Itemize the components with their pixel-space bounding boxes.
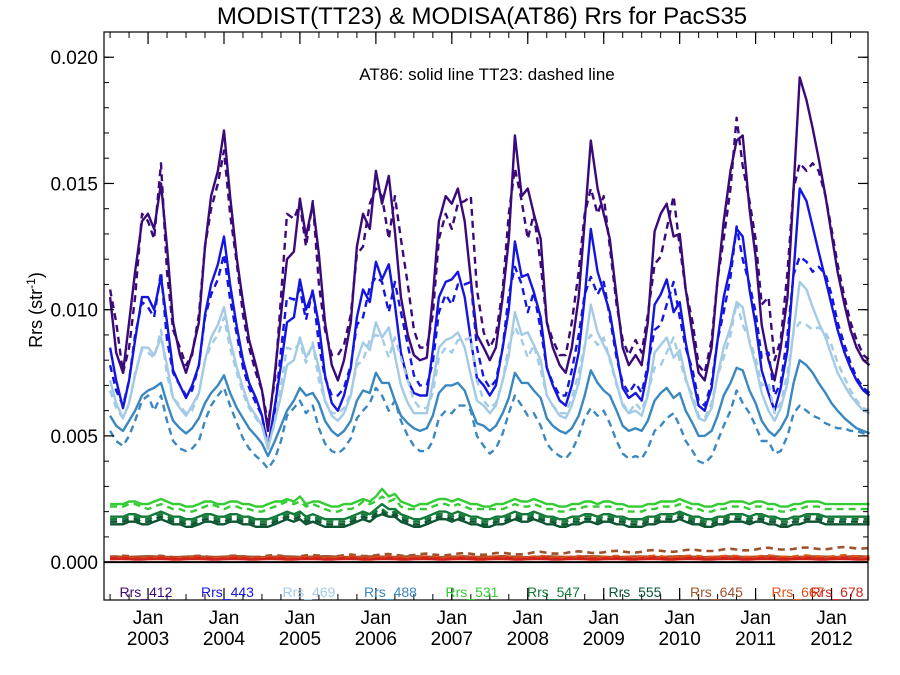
rrs_469-dashed-line bbox=[108, 300, 870, 448]
rrs_547-dashed-line bbox=[110, 507, 870, 523]
y-axis-label: Rrs (str-1) bbox=[24, 272, 46, 348]
rrs_531-dashed-line bbox=[110, 495, 870, 513]
rrs_645-dashed-line bbox=[109, 545, 870, 559]
chart-annotation: AT86: solid line TT23: dashed line bbox=[359, 65, 614, 84]
chart-title: MODIST(TT23) & MODISA(AT86) Rrs for PacS… bbox=[217, 3, 747, 30]
rrs_443-dashed-line bbox=[108, 225, 871, 448]
rrs_547-solid-line bbox=[110, 502, 870, 521]
rrs_443-solid-line bbox=[108, 187, 871, 450]
x-tick-year-label: 2007 bbox=[431, 629, 473, 650]
plot-series bbox=[108, 76, 871, 561]
rrs_412-dashed-line bbox=[108, 116, 871, 425]
rrs_488-dashed-line bbox=[109, 386, 870, 470]
rrs_531-solid-line bbox=[110, 487, 870, 508]
legend-rrs_531: Rrs_531 bbox=[446, 584, 499, 600]
y-tick-label: 0.015 bbox=[50, 174, 98, 195]
x-tick-month-label: Jan bbox=[133, 608, 164, 629]
legend-rrs_678: Rrs_678 bbox=[811, 584, 864, 600]
legend-rrs_469: Rrs_469 bbox=[283, 584, 336, 600]
x-tick-month-label: Jan bbox=[588, 608, 619, 629]
x-tick-year-label: 2008 bbox=[507, 629, 549, 650]
x-tick-year-label: 2004 bbox=[203, 629, 246, 650]
legend-rrs_412: Rrs_412 bbox=[120, 584, 173, 600]
x-tick-year-label: 2011 bbox=[735, 629, 776, 650]
x-tick-month-label: Jan bbox=[664, 608, 695, 629]
x-tick-year-label: 2012 bbox=[810, 629, 852, 650]
y-tick-label: 0.010 bbox=[50, 301, 98, 322]
x-tick-month-label: Jan bbox=[816, 608, 847, 629]
x-tick-month-label: Jan bbox=[512, 608, 543, 629]
legend-rrs_645: Rrs_645 bbox=[690, 584, 743, 600]
x-tick-year-label: 2006 bbox=[355, 629, 397, 650]
legend-rrs_488: Rrs_488 bbox=[364, 584, 417, 600]
x-tick-year-label: 2010 bbox=[659, 629, 701, 650]
x-tick-month-label: Jan bbox=[209, 608, 240, 629]
legend-rrs_555: Rrs_555 bbox=[609, 584, 662, 600]
y-tick-label: 0.020 bbox=[50, 48, 98, 69]
rrs_469-solid-line bbox=[108, 280, 870, 450]
x-tick-month-label: Jan bbox=[437, 608, 468, 629]
y-tick-label: 0.005 bbox=[50, 427, 98, 448]
rrs_488-solid-line bbox=[109, 359, 870, 458]
x-tick-month-label: Jan bbox=[740, 608, 771, 629]
plot-frame bbox=[103, 31, 869, 601]
rrs_555-dashed-line bbox=[110, 510, 870, 526]
legend-rrs_667: Rrs_667 bbox=[772, 584, 825, 600]
rrs_555-solid-line bbox=[110, 513, 870, 528]
x-tick-month-label: Jan bbox=[361, 608, 392, 629]
x-tick-year-label: 2005 bbox=[279, 629, 321, 650]
x-tick-month-label: Jan bbox=[285, 608, 316, 629]
legend-rrs_547: Rrs_547 bbox=[527, 584, 580, 600]
axis-ticks: 0.0000.0050.0100.0150.020Jan2003Jan2004J… bbox=[50, 32, 868, 650]
y-tick-label: 0.000 bbox=[50, 553, 98, 574]
y-axis-label-sup: -1 bbox=[24, 278, 38, 289]
rrs_412-solid-line bbox=[108, 76, 871, 433]
x-tick-year-label: 2003 bbox=[127, 629, 169, 650]
y-axis-label-close: ) bbox=[26, 272, 46, 278]
x-tick-year-label: 2009 bbox=[583, 629, 625, 650]
y-axis-label-main: Rrs (str bbox=[26, 289, 46, 348]
rrs_678-solid-line bbox=[110, 557, 870, 561]
legend: Rrs_412 Rrs_443 Rrs_469 Rrs_488 Rrs_531 Rrs_5… bbox=[120, 584, 864, 600]
legend-rrs_443: Rrs_443 bbox=[201, 584, 254, 600]
